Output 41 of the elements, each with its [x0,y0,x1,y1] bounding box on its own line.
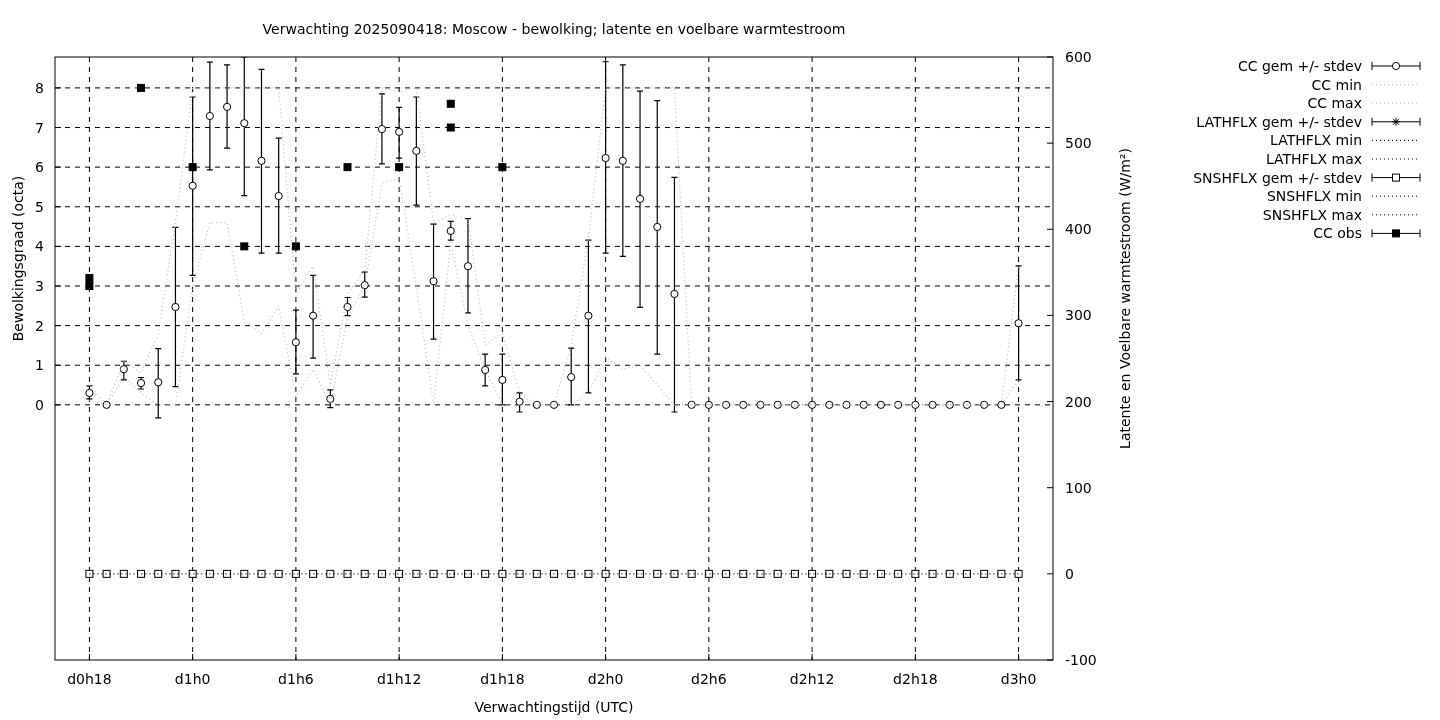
legend-label: CC obs [1313,225,1362,242]
y2-tick-label: 600 [1065,49,1092,65]
y-tick-label: 1 [35,357,44,374]
y2-axis-title: Latente en Voelbare warmtestroom (W/m²) [1117,148,1133,449]
y2-tick-label: 500 [1065,135,1092,152]
legend-label: SNSHFLX gem +/- stdev [1193,169,1362,186]
y-tick-label: 3 [35,278,44,294]
x-tick-label: d2h12 [789,671,835,687]
legend-label: LATHFLX max [1265,151,1362,167]
x-tick-label: d2h0 [587,671,624,687]
y-tick-label: 2 [35,317,44,334]
legend-label: LATHFLX gem +/- stdev [1196,113,1362,130]
legend-label: LATHFLX min [1270,132,1362,149]
y2-tick-label: 400 [1065,221,1092,238]
legend-label: CC max [1307,95,1362,112]
x-tick-label: d3h0 [1000,671,1037,687]
y2-tick-label: 300 [1065,307,1092,324]
x-tick-label: d0h18 [67,671,112,687]
legend-label: CC min [1311,76,1362,93]
y-axis-title: Bewolkingsgraad (octa) [10,175,26,342]
chart-title: Verwachting 2025090418: Moscow - bewolking; latente en voelbare warmtestroom [262,21,846,37]
x-tick-label: d1h18 [480,671,525,687]
y-tick-label: 6 [35,159,45,176]
x-tick-label: d1h0 [174,671,211,687]
y-tick-label: 7 [35,119,44,136]
x-tick-label: d1h6 [278,671,314,687]
y-tick-label: 0 [35,396,44,413]
legend-label: SNSHFLX min [1266,188,1362,205]
x-axis-title: Verwachtingstijd (UTC) [474,699,634,715]
y2-tick-label: 100 [1065,479,1092,496]
y-tick-label: 4 [35,238,45,255]
x-tick-label: d2h6 [691,671,727,687]
x-tick-label: d2h18 [893,671,938,687]
y2-tick-label: -100 [1065,652,1097,668]
y2-tick-label: 0 [1065,565,1074,582]
y2-tick-label: 200 [1065,393,1092,410]
y-tick-label: 8 [35,79,44,96]
x-tick-label: d1h12 [376,671,422,687]
legend-label: SNSHFLX max [1262,206,1362,223]
legend-label: CC gem +/- stdev [1237,58,1362,74]
y-tick-label: 5 [35,198,44,215]
